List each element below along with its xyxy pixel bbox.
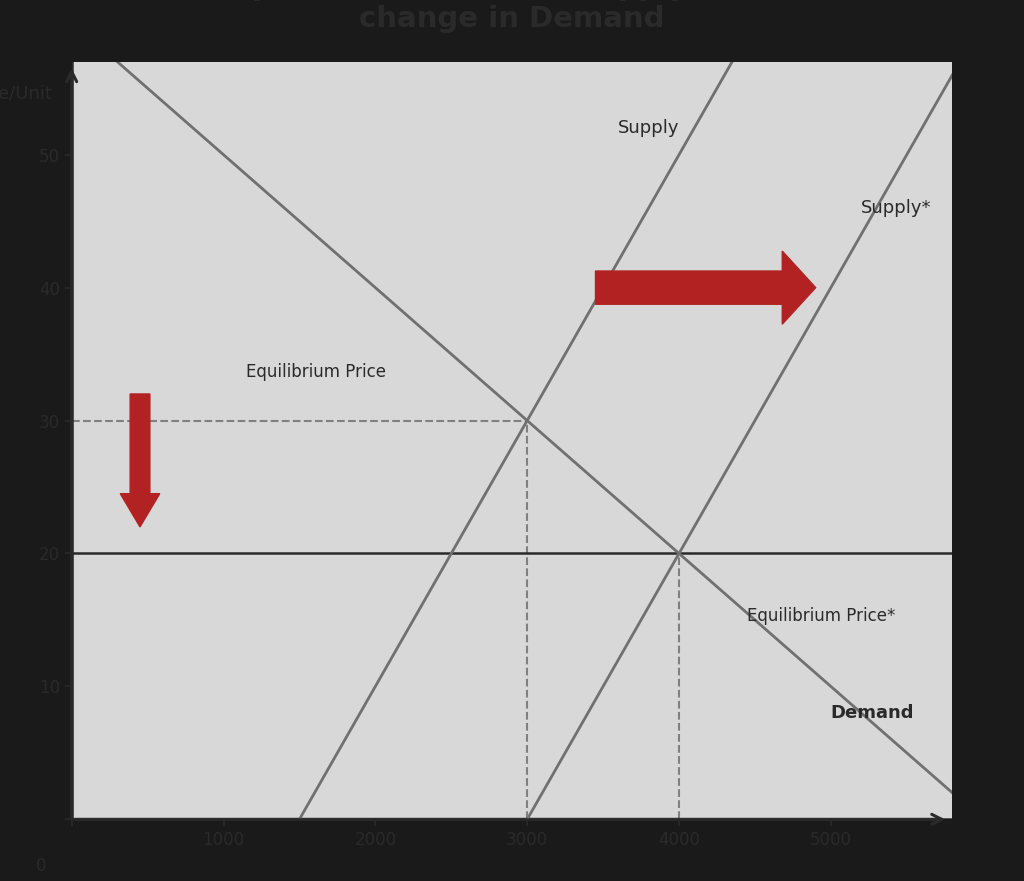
Text: Price/Unit
($): Price/Unit ($) (0, 85, 52, 126)
Text: Equilibrium Price: Equilibrium Price (247, 363, 386, 381)
Title: Impact on Increase in Supply aith no
change in Demand: Impact on Increase in Supply aith no cha… (211, 0, 813, 33)
Text: Supply*: Supply* (861, 199, 932, 217)
FancyArrow shape (120, 394, 160, 527)
Text: 0: 0 (36, 856, 46, 875)
Text: Equilibrium Price*: Equilibrium Price* (748, 607, 896, 625)
Text: Demand: Demand (830, 704, 914, 722)
FancyArrow shape (596, 251, 816, 324)
Text: Supply: Supply (618, 119, 680, 137)
